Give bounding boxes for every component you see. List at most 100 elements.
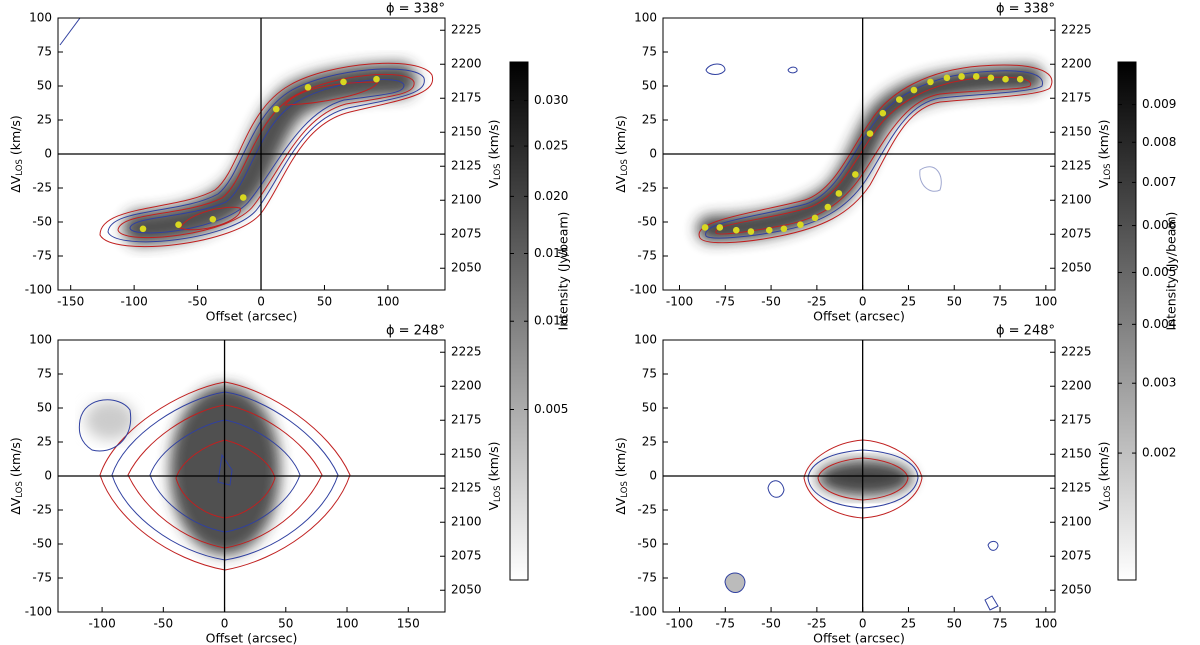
axis-label-unit: (km/s) xyxy=(486,120,501,160)
data-point xyxy=(866,130,874,137)
y-tick-label: -25 xyxy=(637,503,657,517)
y2-tick-label: 2175 xyxy=(451,91,482,105)
y2-tick-label: 2175 xyxy=(451,413,482,427)
x-tick-label: -100 xyxy=(666,617,693,631)
data-point xyxy=(209,215,217,223)
axis-label-unit: (km/s) xyxy=(8,115,23,155)
colorbar-label: Intensity (Jy/beam) xyxy=(556,212,571,331)
axis-label-main: V xyxy=(1096,180,1111,189)
y2-tick-label: 2075 xyxy=(1061,227,1092,241)
y-tick-label: -50 xyxy=(32,215,52,229)
data-point xyxy=(1002,75,1009,83)
y-tick-label: -100 xyxy=(25,605,52,619)
x-axis-label: Offset (arcsec) xyxy=(813,309,905,324)
emission-map xyxy=(59,18,434,248)
y2-tick-label: 2150 xyxy=(1061,125,1092,139)
panel-title: ϕ = 248° xyxy=(386,324,445,339)
x-tick-label: 75 xyxy=(992,617,1007,631)
colorbar-tick-label: 0.025 xyxy=(534,139,568,153)
x-tick-label: -25 xyxy=(807,295,827,309)
colorbar-tick-label: 0.002 xyxy=(1142,446,1176,460)
emission-map xyxy=(724,439,999,611)
y2-tick-label: 2100 xyxy=(451,515,482,529)
axis-label: VLOS (km/s) xyxy=(486,442,503,511)
axis-label-main: ΔV xyxy=(8,497,23,515)
x-axis-label: Offset (arcsec) xyxy=(206,309,298,324)
y-tick-label: -50 xyxy=(637,537,657,551)
x-tick-label: -100 xyxy=(88,617,115,631)
y2-tick-label: 2225 xyxy=(451,345,482,359)
x-axis-label: Offset (arcsec) xyxy=(206,631,298,645)
y-tick-label: 100 xyxy=(29,333,52,347)
axis-label-main: ΔV xyxy=(613,497,628,515)
x-tick-label: 0 xyxy=(221,617,229,631)
y2-tick-label: 2200 xyxy=(1061,57,1092,71)
y-tick-label: 25 xyxy=(642,113,657,127)
colorbar xyxy=(1117,61,1137,581)
y-tick-label: -100 xyxy=(630,283,657,297)
y2-tick-label: 2125 xyxy=(1061,481,1092,495)
y-tick-label: -25 xyxy=(32,181,52,195)
y2-tick-label: 2150 xyxy=(451,447,482,461)
data-point xyxy=(239,194,247,201)
y2-tick-label: 2050 xyxy=(451,583,482,597)
y2-tick-label: 2150 xyxy=(451,125,482,139)
data-point xyxy=(139,225,147,233)
y-tick-label: 25 xyxy=(37,435,52,449)
data-point xyxy=(373,75,380,83)
x-tick-label: -50 xyxy=(761,295,781,309)
y-tick-label: 75 xyxy=(37,367,52,381)
data-point xyxy=(972,73,980,80)
x-tick-label: 25 xyxy=(901,617,916,631)
colorbar-tick-label: 0.007 xyxy=(1142,175,1176,189)
y-tick-label: -75 xyxy=(32,571,52,585)
y-tick-label: 0 xyxy=(649,469,657,483)
y-tick-label: 25 xyxy=(37,113,52,127)
plot-frame xyxy=(57,339,446,613)
panel-title: ϕ = 338° xyxy=(996,2,1055,17)
axis-label-main: ΔV xyxy=(613,175,628,193)
data-point xyxy=(175,221,182,229)
emission-map xyxy=(697,63,1053,244)
data-point xyxy=(987,74,995,82)
x-tick-label: -75 xyxy=(715,295,735,309)
axis-label-unit: (km/s) xyxy=(486,442,501,482)
axis-label: ΔVLOS (km/s) xyxy=(8,115,25,193)
axis-label-sub: LOS xyxy=(620,481,630,498)
y2-tick-label: 2075 xyxy=(451,227,482,241)
y2-tick-label: 2150 xyxy=(1061,447,1092,461)
x-tick-label: 50 xyxy=(278,617,293,631)
y-tick-label: 0 xyxy=(649,147,657,161)
data-point xyxy=(304,84,312,91)
y-tick-label: 50 xyxy=(37,401,52,415)
data-point xyxy=(835,190,843,197)
data-point xyxy=(943,74,951,82)
y2-tick-label: 2100 xyxy=(1061,193,1092,207)
y-tick-label: -75 xyxy=(32,249,52,263)
y2-tick-label: 2225 xyxy=(451,23,482,37)
axis-label: ΔVLOS (km/s) xyxy=(613,115,630,193)
data-point xyxy=(895,96,903,103)
axis-label-main: V xyxy=(1096,502,1111,511)
y2-tick-label: 2125 xyxy=(451,481,482,495)
data-point xyxy=(958,73,965,80)
y2-tick-label: 2125 xyxy=(451,159,482,173)
x-tick-label: -25 xyxy=(807,617,827,631)
axis-label-sub: LOS xyxy=(1103,485,1113,502)
x-tick-label: 0 xyxy=(859,295,867,309)
y2-tick-label: 2075 xyxy=(1061,549,1092,563)
x-axis-label: Offset (arcsec) xyxy=(813,631,905,645)
data-point xyxy=(927,78,934,86)
colorbar-tick-label: 0.009 xyxy=(1142,97,1176,111)
axis-label-sub: LOS xyxy=(15,159,25,176)
data-point xyxy=(780,225,788,233)
y-tick-label: 100 xyxy=(29,11,52,25)
y-tick-label: 50 xyxy=(37,79,52,93)
x-tick-label: 50 xyxy=(947,617,962,631)
data-point xyxy=(716,224,724,231)
x-tick-label: 100 xyxy=(1034,295,1057,309)
panel-title: ϕ = 338° xyxy=(386,2,445,17)
data-point xyxy=(701,224,709,231)
y-tick-label: 0 xyxy=(44,147,52,161)
